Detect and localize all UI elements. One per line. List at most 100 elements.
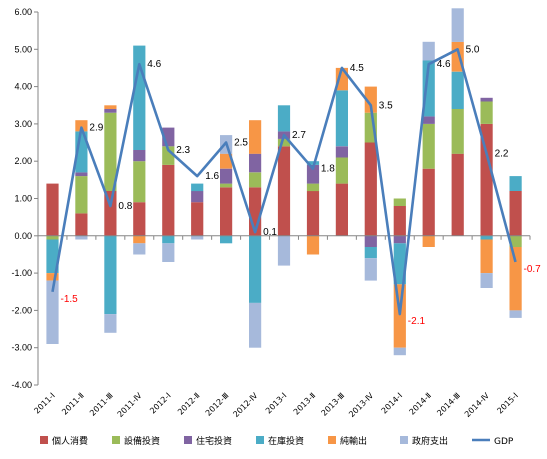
bar-segment — [220, 153, 233, 169]
bar-segment — [422, 41, 435, 61]
bar-segment — [162, 235, 175, 244]
bar-segment — [306, 235, 320, 255]
bar-segment — [451, 153, 464, 236]
gdp-data-label: 2.7 — [292, 130, 306, 141]
bar-segment — [75, 213, 88, 236]
bar-segment — [364, 142, 377, 236]
bar-segment — [46, 239, 59, 274]
bar-segment — [220, 183, 233, 188]
gdp-data-label: 4.6 — [437, 59, 451, 70]
legend-label: 純輸出 — [340, 435, 367, 447]
x-tick-label: 2015-Ⅰ — [495, 391, 519, 415]
bar-segment — [422, 235, 435, 247]
bar-segment — [335, 90, 348, 147]
x-tick-label: 2013-Ⅲ — [320, 391, 347, 418]
bars-layer — [46, 8, 522, 356]
bar-segment — [480, 235, 493, 240]
gdp-line-layer — [51, 47, 517, 316]
bar-segment — [480, 101, 493, 124]
bar-segment — [422, 123, 435, 169]
gdp-data-label: 2.2 — [495, 149, 509, 160]
bar-segment — [75, 172, 88, 177]
legend-label: 住宅投資 — [196, 435, 232, 447]
bar-segment — [364, 258, 377, 281]
bar-segment — [191, 202, 204, 236]
y-tick-label: 4.00 — [14, 82, 32, 92]
x-tick-label: 2012-Ⅱ — [176, 391, 202, 417]
y-tick-label: -4.00 — [11, 380, 32, 390]
bar-segment — [162, 164, 175, 236]
bar-segment — [133, 235, 146, 244]
x-tick-label: 2014-Ⅰ — [380, 391, 404, 415]
gdp-data-label: 4.5 — [350, 63, 364, 74]
bar-segment — [509, 247, 522, 311]
bar-segment — [480, 273, 493, 288]
bar-segment — [335, 157, 348, 184]
bar-segment — [249, 302, 262, 348]
bar-segment — [306, 161, 320, 165]
bar-segment — [335, 183, 348, 236]
bar-segment — [306, 183, 320, 192]
gdp-data-label: 3.5 — [379, 100, 393, 111]
bar-segment — [393, 235, 406, 244]
bar-segment — [393, 347, 406, 356]
y-tick-label: 1.00 — [14, 194, 32, 204]
bar-segment — [422, 60, 435, 117]
legend-swatch — [112, 436, 120, 444]
y-tick-label: -1.00 — [11, 268, 32, 278]
bar-segment — [422, 168, 435, 236]
bar-segment — [46, 280, 59, 344]
bar-segment — [249, 172, 262, 188]
bar-segment — [509, 191, 522, 236]
y-tick-label: -3.00 — [11, 343, 32, 353]
bar-segment — [451, 71, 464, 109]
bar-segment — [133, 150, 146, 162]
bar-segment — [46, 183, 59, 236]
bar-segment — [480, 97, 493, 102]
x-tick-label: 2013-Ⅱ — [292, 391, 318, 417]
bar-segment — [480, 239, 493, 274]
bar-segment — [393, 206, 406, 236]
gdp-data-label: 5.0 — [466, 44, 480, 55]
bar-segment — [162, 243, 175, 262]
y-tick-label: 2.00 — [14, 156, 32, 166]
gdp-data-label: 1.6 — [205, 171, 219, 182]
bar-segment — [46, 235, 59, 240]
legend-swatch — [328, 436, 336, 444]
y-tick-label: 6.00 — [14, 7, 32, 17]
bar-segment — [393, 243, 406, 285]
gdp-data-label: -2.1 — [408, 316, 426, 327]
bar-segment — [133, 45, 146, 150]
gdp-data-label: 2.3 — [176, 145, 190, 156]
legend-label: 在庫投資 — [268, 435, 304, 447]
x-tick-label: 2011-Ⅳ — [116, 391, 144, 419]
y-tick-label: 0.00 — [14, 231, 32, 241]
legend-label: GDP — [494, 437, 514, 447]
gdp-data-label: 0.8 — [118, 201, 132, 212]
bar-segment — [191, 191, 204, 203]
bar-segment — [104, 314, 117, 333]
bar-segment — [220, 235, 233, 244]
legend-swatch — [256, 436, 264, 444]
legend-swatch — [184, 436, 192, 444]
bar-segment — [393, 198, 406, 206]
x-tick-label: 2011-Ⅱ — [60, 391, 86, 417]
bar-segment — [393, 284, 406, 348]
bar-segment — [451, 8, 464, 42]
legend-label: 設備投資 — [124, 435, 160, 447]
bar-segment — [364, 235, 377, 247]
bar-segment — [364, 247, 377, 259]
x-tick-label: 2012-Ⅲ — [204, 391, 231, 418]
bar-segment — [162, 146, 175, 165]
bar-segment — [277, 105, 291, 132]
bar-segment — [306, 191, 320, 236]
gdp-data-label: -1.5 — [61, 294, 79, 305]
bar-segment — [104, 109, 117, 113]
y-tick-label: 3.00 — [14, 119, 32, 129]
bar-segment — [480, 123, 493, 236]
gdp-data-label: 0.1 — [263, 227, 277, 238]
gdp-data-label: 2.9 — [89, 123, 103, 134]
y-tick-label: -2.00 — [11, 305, 32, 315]
bar-segment — [277, 138, 291, 147]
bar-segment — [75, 176, 88, 214]
